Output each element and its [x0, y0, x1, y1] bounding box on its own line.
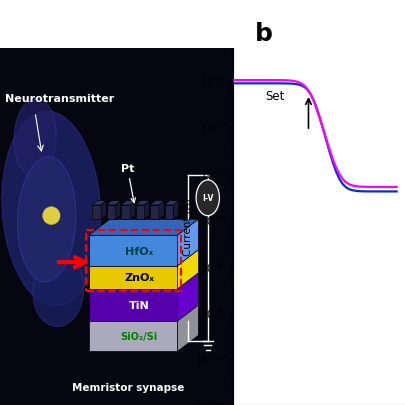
Ellipse shape [43, 207, 60, 225]
Ellipse shape [2, 112, 101, 306]
Ellipse shape [14, 99, 56, 177]
Polygon shape [150, 201, 164, 205]
Polygon shape [89, 236, 177, 266]
Polygon shape [164, 205, 173, 220]
Polygon shape [101, 201, 106, 220]
Polygon shape [144, 201, 149, 220]
Polygon shape [89, 220, 198, 236]
Polygon shape [135, 205, 144, 220]
Text: Neurotransmitter: Neurotransmitter [5, 94, 114, 104]
Polygon shape [130, 201, 135, 220]
Polygon shape [89, 273, 198, 289]
Text: TiN: TiN [129, 300, 149, 310]
Polygon shape [89, 305, 198, 321]
Polygon shape [177, 220, 198, 266]
Y-axis label: Current (A): Current (A) [182, 198, 192, 256]
Polygon shape [121, 205, 130, 220]
Polygon shape [107, 205, 115, 220]
Text: I-V: I-V [202, 194, 213, 203]
Polygon shape [177, 250, 198, 289]
Polygon shape [177, 273, 198, 321]
Polygon shape [92, 201, 106, 205]
Polygon shape [159, 201, 164, 220]
Polygon shape [89, 289, 177, 321]
Text: Set: Set [265, 90, 284, 102]
Polygon shape [89, 266, 177, 289]
Polygon shape [173, 201, 178, 220]
Polygon shape [121, 201, 135, 205]
Polygon shape [89, 250, 198, 266]
Polygon shape [92, 205, 101, 220]
Ellipse shape [33, 255, 84, 327]
Ellipse shape [17, 158, 76, 282]
Text: HfOₓ: HfOₓ [125, 246, 153, 256]
Text: SiO₂/Si: SiO₂/Si [120, 332, 158, 341]
Text: Pt: Pt [121, 164, 135, 203]
Polygon shape [177, 305, 198, 352]
Text: ZnOₓ: ZnOₓ [124, 273, 154, 283]
Text: b: b [254, 22, 272, 46]
Polygon shape [135, 201, 149, 205]
Polygon shape [115, 201, 120, 220]
Circle shape [196, 181, 219, 216]
Polygon shape [89, 321, 177, 352]
Text: Memristor synapse: Memristor synapse [72, 382, 184, 392]
Bar [86, 230, 181, 292]
Polygon shape [107, 201, 120, 205]
Polygon shape [164, 201, 178, 205]
Polygon shape [150, 205, 159, 220]
